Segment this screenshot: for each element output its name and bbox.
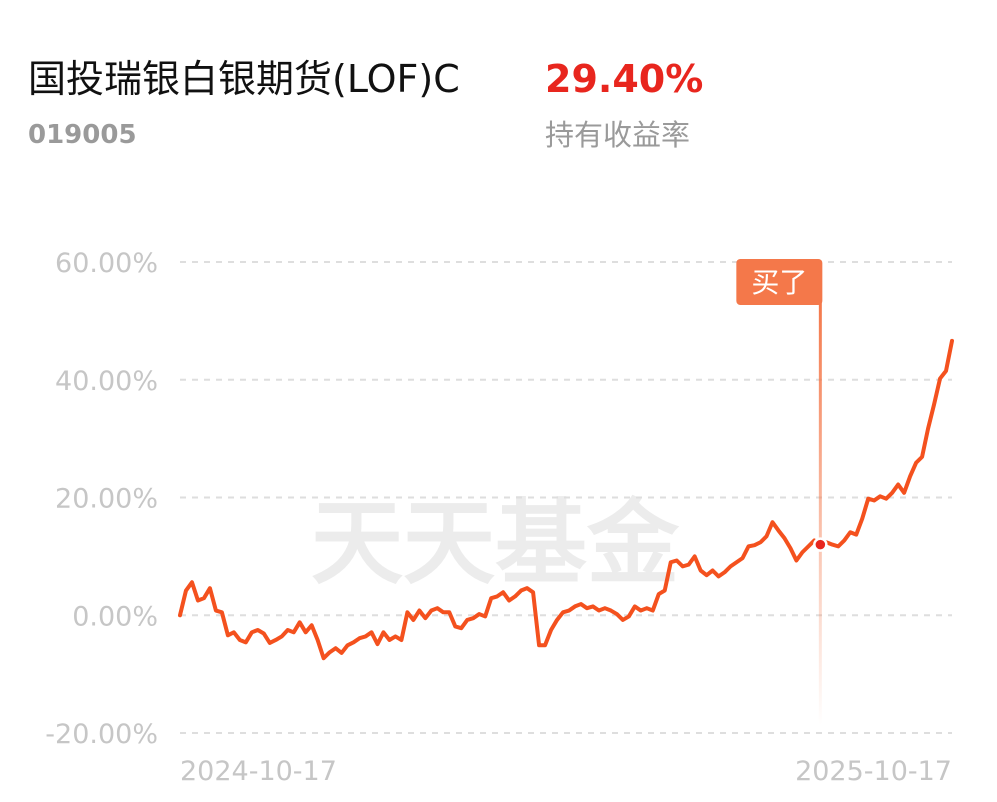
return-value: 29.40% (545, 57, 703, 101)
y-tick-label: 20.00% (55, 484, 158, 515)
y-tick-label: 60.00% (55, 248, 158, 279)
buy-tag (736, 259, 823, 305)
x-tick-label: 2024-10-17 (180, 756, 337, 787)
fund-name: 国投瑞银白银期货(LOF)C (28, 57, 460, 101)
y-tick-label: 0.00% (72, 601, 158, 632)
watermark: 天天基金 (311, 490, 680, 597)
buy-tag-text: 买了 (751, 266, 807, 299)
x-tick-label: 2025-10-17 (795, 756, 952, 787)
buy-point (813, 537, 828, 552)
y-tick-label: -20.00% (45, 719, 158, 750)
buy-line (818, 300, 822, 725)
y-tick-label: 40.00% (55, 366, 158, 397)
plot: -20.00% 0.00% 20.00% 40.00% 60.00% 2024-10-17… (45, 248, 954, 787)
fund-code: 019005 (28, 120, 137, 150)
return-label: 持有收益率 (545, 118, 690, 152)
